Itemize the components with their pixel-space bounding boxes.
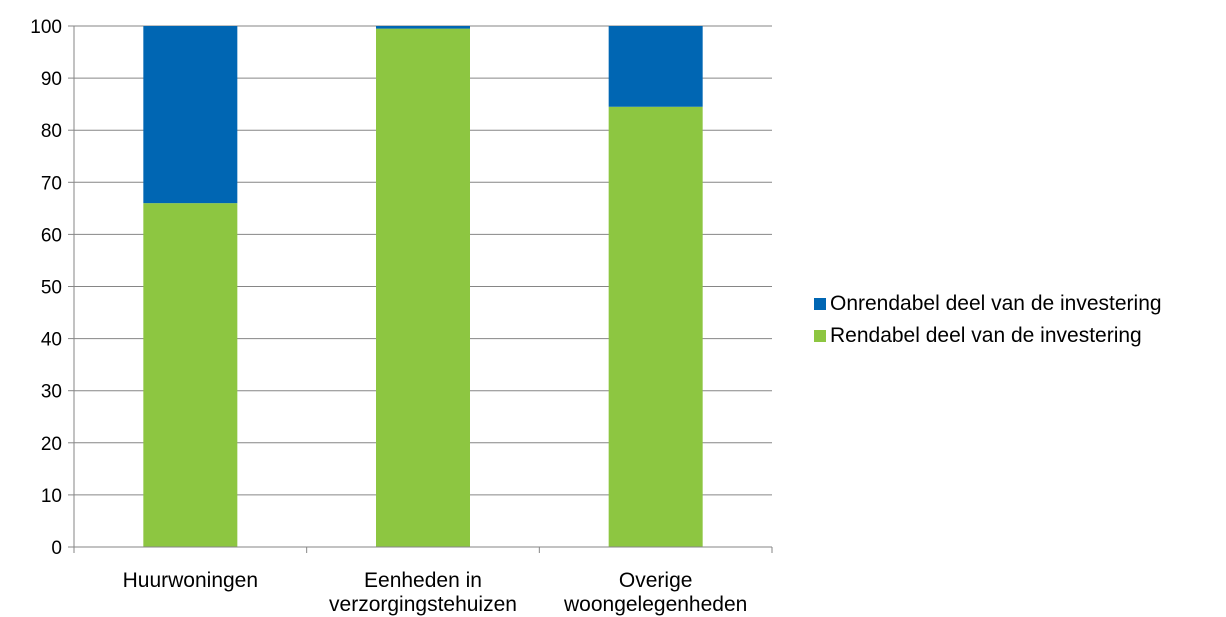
y-tick-label: 50 <box>41 278 62 299</box>
bar-segment-onrendabel-1 <box>143 26 238 204</box>
y-tick-label: 30 <box>41 382 62 403</box>
bar-segment-onrendabel-2 <box>376 26 470 29</box>
y-tick-label: 0 <box>51 538 62 559</box>
y-tick-label: 100 <box>30 17 62 38</box>
legend-item-onrendabel: Onrendabel deel van de investering <box>814 288 1162 320</box>
y-tick-label: 80 <box>41 121 62 142</box>
y-tick-label: 40 <box>41 330 62 351</box>
x-category-label: verzorgingstehuizen <box>329 593 517 616</box>
x-category-label: woongelegenheden <box>563 593 747 616</box>
bar-segment-rendabel-1 <box>143 203 238 547</box>
x-category-label: Huurwoningen <box>123 569 258 592</box>
x-category-labels: Huurwoningen Eenheden inverzorgingstehuiz… <box>123 569 748 616</box>
y-tick-label: 70 <box>41 173 62 194</box>
axes <box>68 25 773 553</box>
y-tick-label: 10 <box>41 486 62 507</box>
legend-swatch-rendabel <box>814 330 826 342</box>
y-tick-labels: 0 10 20 30 40 50 60 70 80 90 100 <box>30 17 62 559</box>
x-category-label: Overige <box>619 569 693 592</box>
y-tick-label: 90 <box>41 69 62 90</box>
x-category-label: Eenheden in <box>364 569 482 592</box>
legend-swatch-onrendabel <box>814 298 826 310</box>
bar-segment-rendabel-3 <box>608 106 703 547</box>
bar-segment-rendabel-2 <box>376 28 470 548</box>
legend-label-onrendabel: Onrendabel deel van de investering <box>830 292 1162 315</box>
legend-label-rendabel: Rendabel deel van de investering <box>830 324 1142 347</box>
y-tick-label: 20 <box>41 434 62 455</box>
bars <box>143 26 703 548</box>
legend-item-rendabel: Rendabel deel van de investering <box>814 320 1162 352</box>
bar-segment-onrendabel-3 <box>608 26 703 107</box>
legend: Onrendabel deel van de investering Renda… <box>814 288 1162 352</box>
y-tick-label: 60 <box>41 225 62 246</box>
